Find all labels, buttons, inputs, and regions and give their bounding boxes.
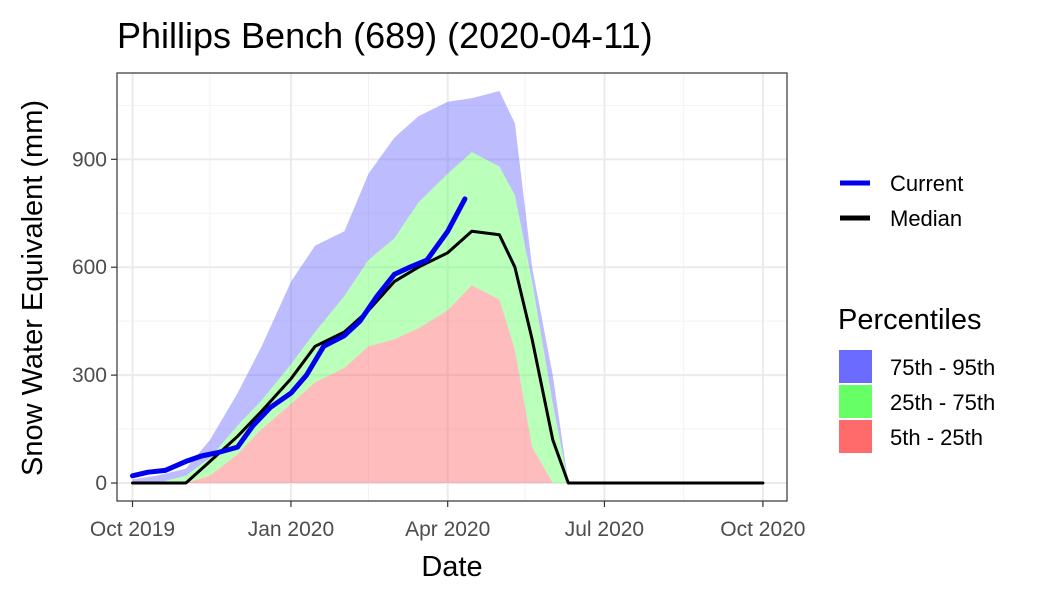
series-median bbox=[131, 229, 765, 485]
legend-bands: 75th - 95th 25th - 75th 5th - 25th bbox=[839, 350, 995, 453]
x-tick-label: Oct 2020 bbox=[720, 518, 805, 541]
x-tick-label: Apr 2020 bbox=[405, 518, 490, 541]
legend-swatch bbox=[839, 350, 872, 383]
plot-border bbox=[116, 72, 788, 502]
x-axis: Oct 2019 Jan 2020 Apr 2020 Jul 2020 Oct 2020 bbox=[90, 501, 806, 541]
chart-title: Phillips Bench (689) (2020-04-11) bbox=[117, 15, 653, 56]
y-tick-label: 0 bbox=[95, 472, 107, 495]
legend-swatch bbox=[839, 385, 872, 418]
legend-label: 25th - 75th bbox=[890, 390, 995, 415]
series-current bbox=[130, 196, 468, 479]
y-axis-title: Snow Water Equivalent (mm) bbox=[17, 100, 49, 476]
grid-major bbox=[117, 73, 787, 501]
legend-label: 75th - 95th bbox=[890, 355, 995, 380]
x-tick-label: Oct 2019 bbox=[90, 518, 175, 541]
x-axis-title: Date bbox=[421, 551, 482, 583]
legend-swatch bbox=[839, 420, 872, 453]
band-75th-95th bbox=[132, 91, 763, 483]
y-axis: 0 300 600 900 bbox=[72, 148, 117, 495]
legend-label: 5th - 25th bbox=[890, 425, 983, 450]
legend-label-current: Current bbox=[890, 171, 963, 196]
band-5th-25th bbox=[132, 285, 763, 483]
band-25th-75th bbox=[132, 152, 763, 483]
percentile-bands bbox=[132, 91, 763, 483]
x-tick-label: Jan 2020 bbox=[248, 518, 334, 541]
plot-background bbox=[117, 73, 787, 501]
y-tick-label: 900 bbox=[72, 148, 107, 171]
legend-bands-title: Percentiles bbox=[838, 304, 981, 336]
y-tick-label: 600 bbox=[72, 256, 107, 279]
legend-lines: Current Median bbox=[840, 171, 963, 231]
grid-minor bbox=[117, 73, 787, 501]
series-lines bbox=[130, 196, 765, 485]
legend-label-median: Median bbox=[890, 206, 962, 231]
y-tick-label: 300 bbox=[72, 364, 107, 387]
x-tick-label: Jul 2020 bbox=[565, 518, 644, 541]
